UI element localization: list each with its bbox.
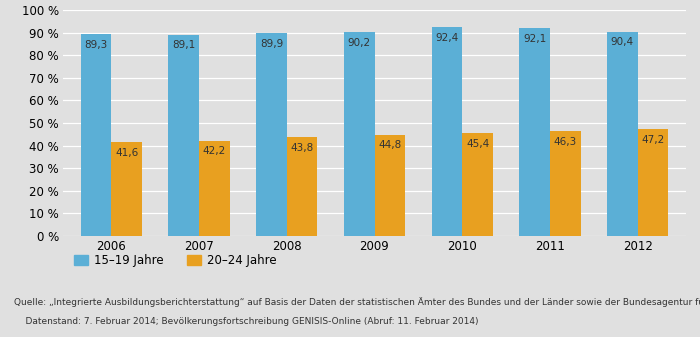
Text: 47,2: 47,2 [641,135,665,145]
Text: 42,2: 42,2 [203,146,226,156]
Bar [519,28,550,236]
Text: 89,1: 89,1 [172,40,195,50]
Text: 43,8: 43,8 [290,143,314,153]
Text: 45,4: 45,4 [466,139,489,149]
Text: 89,9: 89,9 [260,38,283,49]
Text: 90,4: 90,4 [611,37,634,48]
Bar [168,35,199,236]
Bar [199,141,230,236]
Bar [344,32,374,236]
Text: 92,1: 92,1 [523,34,546,43]
Legend: 15–19 Jahre, 20–24 Jahre: 15–19 Jahre, 20–24 Jahre [69,250,281,272]
Text: Datenstand: 7. Februar 2014; Bevölkerungsfortschreibung GENISIS-Online (Abruf: 1: Datenstand: 7. Februar 2014; Bevölkerung… [14,316,479,326]
Text: 92,4: 92,4 [435,33,458,43]
Text: 89,3: 89,3 [84,40,108,50]
Text: 41,6: 41,6 [115,148,138,158]
Bar [374,135,405,236]
Bar [256,33,287,236]
Bar [80,34,111,236]
Bar [607,32,638,236]
Bar [550,131,581,236]
Text: 90,2: 90,2 [348,38,371,48]
Bar [111,142,142,236]
Text: 44,8: 44,8 [378,141,402,150]
Text: Quelle: „Integrierte Ausbildungsberichterstattung“ auf Basis der Daten der stati: Quelle: „Integrierte Ausbildungsberichte… [14,297,700,307]
Bar [462,133,493,236]
Bar [431,27,462,236]
Text: 46,3: 46,3 [554,137,577,147]
Bar [287,137,318,236]
Bar [638,129,668,236]
